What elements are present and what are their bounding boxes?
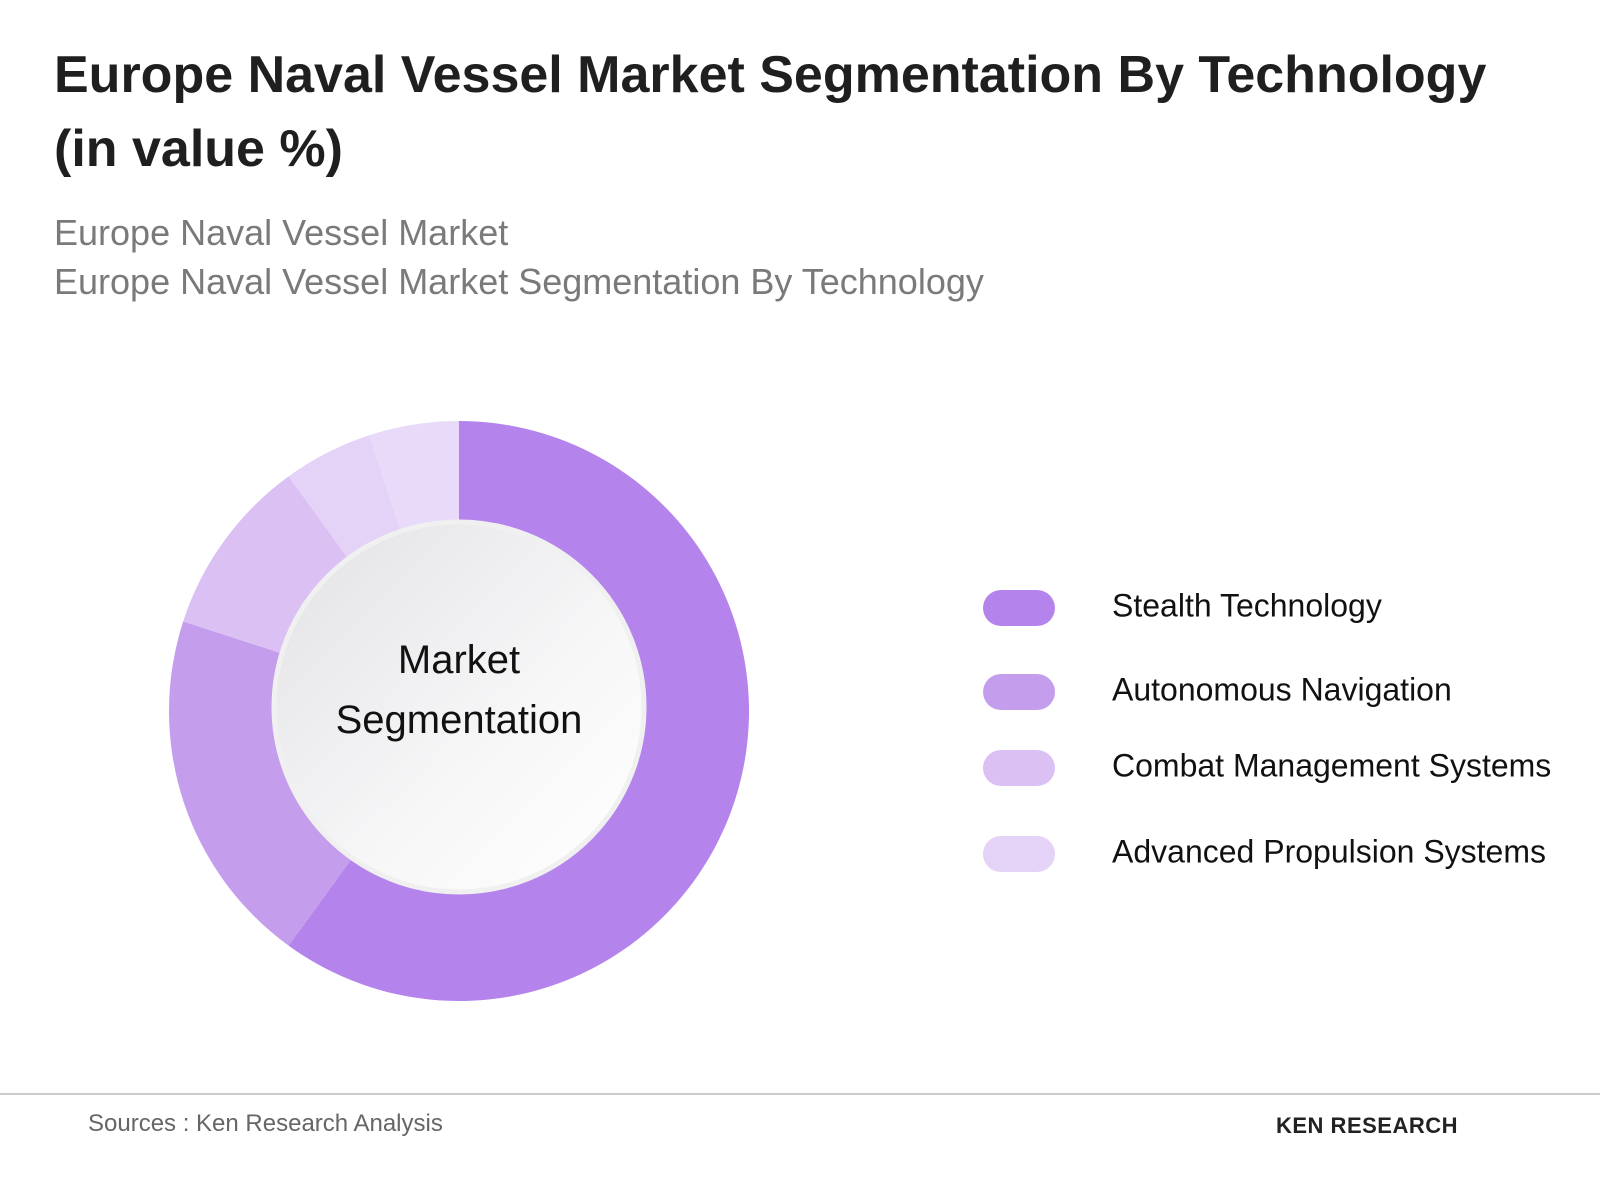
subtitle: Europe Naval Vessel Market [54,212,509,253]
legend-swatch [983,750,1055,786]
legend-swatch [983,674,1055,710]
legend-swatch [983,836,1055,872]
legend-label: Autonomous Navigation [1112,671,1452,707]
chart-title: Europe Naval Vessel Market Segmentation … [54,46,1487,178]
chart: Stealth Technology Autonomous Navigation C… [168,421,1551,1001]
subtitle: Europe Naval Vessel Market Segmentation … [54,261,984,302]
donut-hole [271,519,647,895]
legend-swatch [983,590,1055,626]
divider [0,1093,1600,1095]
center-label: Market Segmentation [335,638,583,742]
legend-label: Stealth Technology [1112,587,1382,623]
logo: KEN RESEARCH [1276,1113,1459,1138]
legend-label: Combat Management Systems [1112,747,1551,783]
legend-label: Advanced Propulsion Systems [1112,833,1546,869]
source: Sources : Ken Research Analysis [88,1110,443,1137]
